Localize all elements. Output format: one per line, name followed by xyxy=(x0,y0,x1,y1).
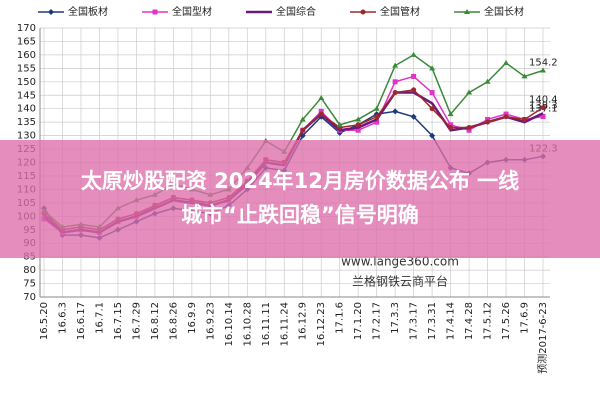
marker xyxy=(392,79,398,85)
x-tick-label: 16.11.24 xyxy=(279,302,290,347)
marker xyxy=(374,119,380,125)
legend-marker xyxy=(464,9,470,14)
marker xyxy=(410,113,417,120)
marker xyxy=(540,67,546,73)
marker xyxy=(466,127,472,133)
x-tick-label: 16.7.29 xyxy=(131,302,142,340)
y-tick-label: 160 xyxy=(17,50,36,61)
marker xyxy=(503,114,509,120)
marker xyxy=(448,125,454,131)
end-label: 140.4 xyxy=(529,95,558,106)
x-tick-label: 16.7.1 xyxy=(94,302,105,334)
legend-label: 全国板材 xyxy=(68,5,108,18)
marker xyxy=(522,116,528,122)
marker xyxy=(336,121,343,127)
y-tick-label: 80 xyxy=(23,265,36,276)
x-tick-label: 17.6.9 xyxy=(520,302,531,334)
marker xyxy=(429,65,436,71)
marker xyxy=(429,90,435,96)
marker xyxy=(485,116,491,122)
marker xyxy=(318,94,325,100)
marker xyxy=(521,73,528,79)
marker xyxy=(466,125,472,131)
x-tick-label: 17.2.17 xyxy=(372,302,383,340)
y-tick-label: 165 xyxy=(17,36,36,47)
marker xyxy=(447,111,454,117)
x-tick-label: 16.8.12 xyxy=(150,302,161,340)
x-tick-label: 17.1.20 xyxy=(353,302,364,340)
legend-marker xyxy=(360,9,366,15)
x-tick-label: 17.1.6 xyxy=(335,302,346,334)
x-tick-label: 16.7.15 xyxy=(113,302,124,340)
marker xyxy=(484,78,491,84)
end-label: 154.2 xyxy=(529,58,558,69)
x-tick-label: 17.3.17 xyxy=(409,302,420,340)
marker xyxy=(429,132,436,139)
marker xyxy=(466,89,473,95)
y-tick-label: 140 xyxy=(17,104,36,115)
marker xyxy=(392,108,399,115)
legend-marker xyxy=(152,9,158,15)
marker xyxy=(392,90,398,96)
marker xyxy=(411,73,417,79)
marker xyxy=(410,51,417,57)
x-tick-label: 预测2017-6-23 xyxy=(536,302,549,374)
x-tick-label: 17.4.28 xyxy=(464,302,475,340)
marker xyxy=(318,111,324,117)
y-tick-label: 145 xyxy=(17,90,36,101)
overlay-banner xyxy=(0,140,600,258)
x-tick-label: 16.11.11 xyxy=(261,302,272,347)
x-tick-label: 16.12.9 xyxy=(298,302,309,340)
marker xyxy=(299,116,306,122)
x-tick-label: 16.5.20 xyxy=(39,302,50,340)
marker xyxy=(318,108,324,114)
overlay-text: 城市“止跌回稳”信号明确 xyxy=(181,203,419,227)
y-tick-label: 150 xyxy=(17,77,36,88)
marker xyxy=(392,62,399,68)
marker xyxy=(485,119,491,125)
legend-label: 全国管材 xyxy=(380,5,420,18)
marker xyxy=(355,127,361,133)
x-tick-label: 16.8.26 xyxy=(168,302,179,340)
marker xyxy=(448,122,454,128)
x-tick-label: 16.6.17 xyxy=(76,302,87,340)
x-tick-label: 17.5.26 xyxy=(501,302,512,340)
x-tick-label: 17.3.31 xyxy=(427,302,438,340)
y-tick-label: 75 xyxy=(23,279,36,290)
x-tick-label: 16.9.23 xyxy=(205,302,216,340)
marker xyxy=(429,106,435,112)
x-tick-label: 16.10.28 xyxy=(242,302,253,347)
x-tick-label: 17.4.14 xyxy=(446,302,457,340)
marker xyxy=(374,114,380,120)
legend-label: 全国长材 xyxy=(484,5,524,18)
y-tick-label: 70 xyxy=(23,292,36,303)
marker xyxy=(373,105,380,111)
marker xyxy=(503,111,509,117)
marker xyxy=(355,122,361,128)
marker xyxy=(503,59,510,65)
x-tick-label: 16.12.23 xyxy=(316,302,327,347)
y-tick-label: 135 xyxy=(17,117,36,128)
legend-marker xyxy=(48,9,54,15)
x-tick-label: 17.5.12 xyxy=(483,302,494,340)
legend-label: 全国综合 xyxy=(276,5,316,18)
marker xyxy=(540,114,546,120)
marker xyxy=(300,127,306,133)
y-tick-label: 170 xyxy=(17,23,36,34)
marker xyxy=(411,87,417,93)
y-tick-label: 155 xyxy=(17,63,36,74)
x-tick-label: 16.10.14 xyxy=(224,302,235,347)
marker xyxy=(540,105,546,111)
overlay-text: 太原炒股配资 2024年12月房价数据公布 一线 xyxy=(81,169,519,193)
x-tick-label: 16.9.9 xyxy=(187,302,198,334)
legend-label: 全国型材 xyxy=(172,5,212,18)
watermark-platform: 兰格钢铁云商平台 xyxy=(352,274,448,289)
x-tick-label: 16.6.3 xyxy=(57,302,68,334)
x-tick-label: 17.3.3 xyxy=(390,302,401,334)
y-tick-label: 130 xyxy=(17,131,36,142)
marker xyxy=(355,116,362,122)
